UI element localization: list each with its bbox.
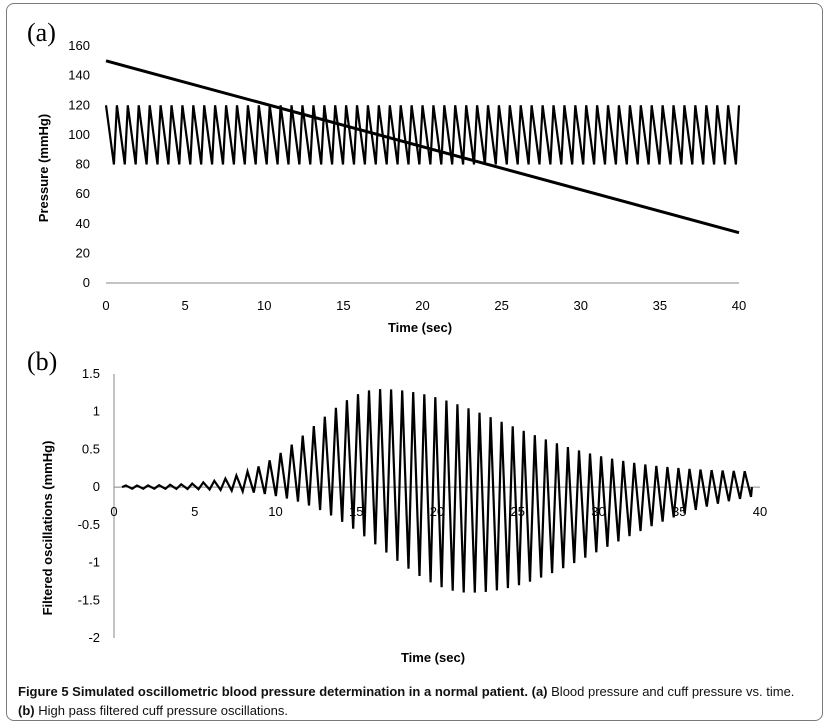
chart-a-blood-pressure-line: [104, 105, 741, 165]
chart-a-x-tick-label: 35: [653, 298, 667, 313]
chart-a-x-tick-label: 5: [182, 298, 189, 313]
chart-b-x-tick-label: 25: [511, 504, 525, 519]
chart-a-y-tick-label: 20: [76, 245, 90, 260]
chart-a-x-tick-label: 40: [732, 298, 746, 313]
chart-a-y-tick-label: 0: [83, 275, 90, 290]
chart-a-y-tick-label: 60: [76, 186, 90, 201]
chart-a-y-tick-label: 100: [68, 127, 90, 142]
chart-a-x-tick-label: 25: [494, 298, 508, 313]
chart-b-x-tick-label: 15: [349, 504, 363, 519]
chart-b-y-axis-title: Filtered oscillations (mmHg): [40, 441, 55, 616]
panel-b-label: (b): [27, 347, 57, 376]
chart-b-y-tick-label: 1: [93, 404, 100, 419]
chart-b-filtered-oscillation-line: [121, 389, 753, 593]
panel-a-label: (a): [27, 18, 56, 47]
chart-a-x-tick-label: 20: [415, 298, 429, 313]
chart-b-x-tick-label: 30: [591, 504, 605, 519]
chart-a-y-tick-label: 120: [68, 97, 90, 112]
chart-a-cuff-pressure-line: [105, 59, 740, 235]
chart-a-y-tick-label: 80: [76, 157, 90, 172]
chart-b-y-tick-label: 1.5: [82, 366, 100, 381]
chart-b-x-tick-label: 5: [191, 504, 198, 519]
chart-b-y-tick-label: 0.5: [82, 441, 100, 456]
caption-part-b-text: High pass filtered cuff pressure oscilla…: [38, 703, 289, 718]
chart-a-x-tick-label: 15: [336, 298, 350, 313]
chart-b-x-tick-label: 35: [672, 504, 686, 519]
chart-b-y-tick-label: -2: [88, 630, 100, 645]
chart-b: -2 -1.5 -1 -0.5 0 0.5 1 1.5 0 5 10 15 20 25 30 35 40 Ti…: [40, 366, 767, 665]
figure-caption: Figure 5 Simulated oscillometric blood p…: [18, 682, 808, 720]
caption-title: Figure 5 Simulated oscillometric blood p…: [18, 684, 528, 699]
chart-b-x-tick-label: 10: [268, 504, 282, 519]
chart-b-y-tick-label: -1.5: [78, 592, 100, 607]
chart-b-x-axis-title: Time (sec): [401, 650, 465, 665]
caption-part-a-label: (a): [531, 684, 548, 699]
chart-b-x-tick-label: 0: [110, 504, 117, 519]
chart-b-x-tick-label: 40: [753, 504, 767, 519]
caption-part-a-text: Blood pressure and cuff pressure vs. tim…: [551, 684, 795, 699]
chart-b-y-tick-label: -1: [88, 555, 100, 570]
chart-a-y-tick-label: 160: [68, 38, 90, 53]
chart-a-y-tick-label: 140: [68, 68, 90, 83]
chart-a: 0 20 40 60 80 100 120 140 160 0 5 10 15 20 25 30 35 40 T…: [36, 38, 746, 335]
chart-a-x-tick-label: 30: [574, 298, 588, 313]
chart-a-x-tick-label: 0: [102, 298, 109, 313]
chart-a-x-tick-label: 10: [257, 298, 271, 313]
chart-b-y-tick-label: -0.5: [78, 517, 100, 532]
chart-a-x-axis-title: Time (sec): [388, 320, 452, 335]
chart-b-x-tick-label: 20: [430, 504, 444, 519]
chart-a-y-tick-label: 40: [76, 216, 90, 231]
chart-b-y-tick-label: 0: [93, 479, 100, 494]
caption-part-b-label: (b): [18, 703, 35, 718]
chart-a-y-axis-title: Pressure (mmHg): [36, 114, 51, 222]
